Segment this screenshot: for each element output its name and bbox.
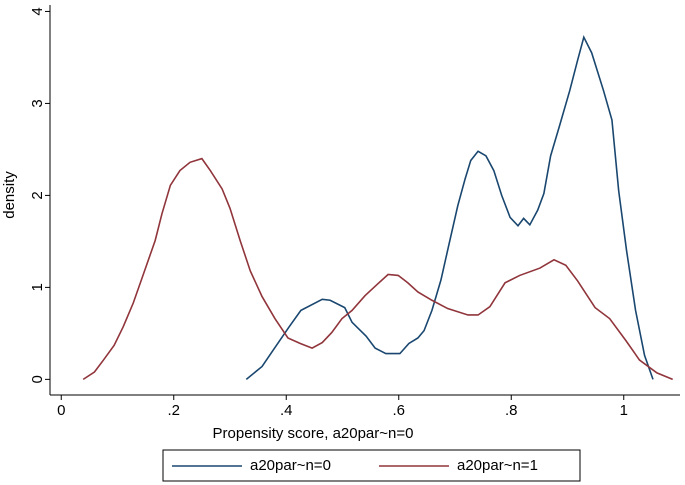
x-axis-label: Propensity score, a20par~n=0: [213, 425, 414, 442]
legend-label: a20par~n=1: [457, 457, 538, 474]
x-tick-label: .4: [280, 402, 293, 419]
series-line: [245, 34, 654, 380]
y-tick-label: 4: [29, 7, 46, 15]
y-tick-label: 0: [29, 375, 46, 383]
x-tick-label: 0: [57, 402, 65, 419]
y-tick-label: 3: [29, 99, 46, 107]
legend-label: a20par~n=0: [250, 457, 331, 474]
series-line: [82, 157, 673, 381]
y-tick-label: 1: [29, 283, 46, 291]
y-axis-label: density: [1, 171, 18, 219]
x-tick-label: .8: [505, 402, 518, 419]
x-tick-label: .6: [392, 402, 405, 419]
y-tick-label: 2: [29, 191, 46, 199]
x-tick-label: 1: [620, 402, 628, 419]
x-tick-label: .2: [167, 402, 180, 419]
